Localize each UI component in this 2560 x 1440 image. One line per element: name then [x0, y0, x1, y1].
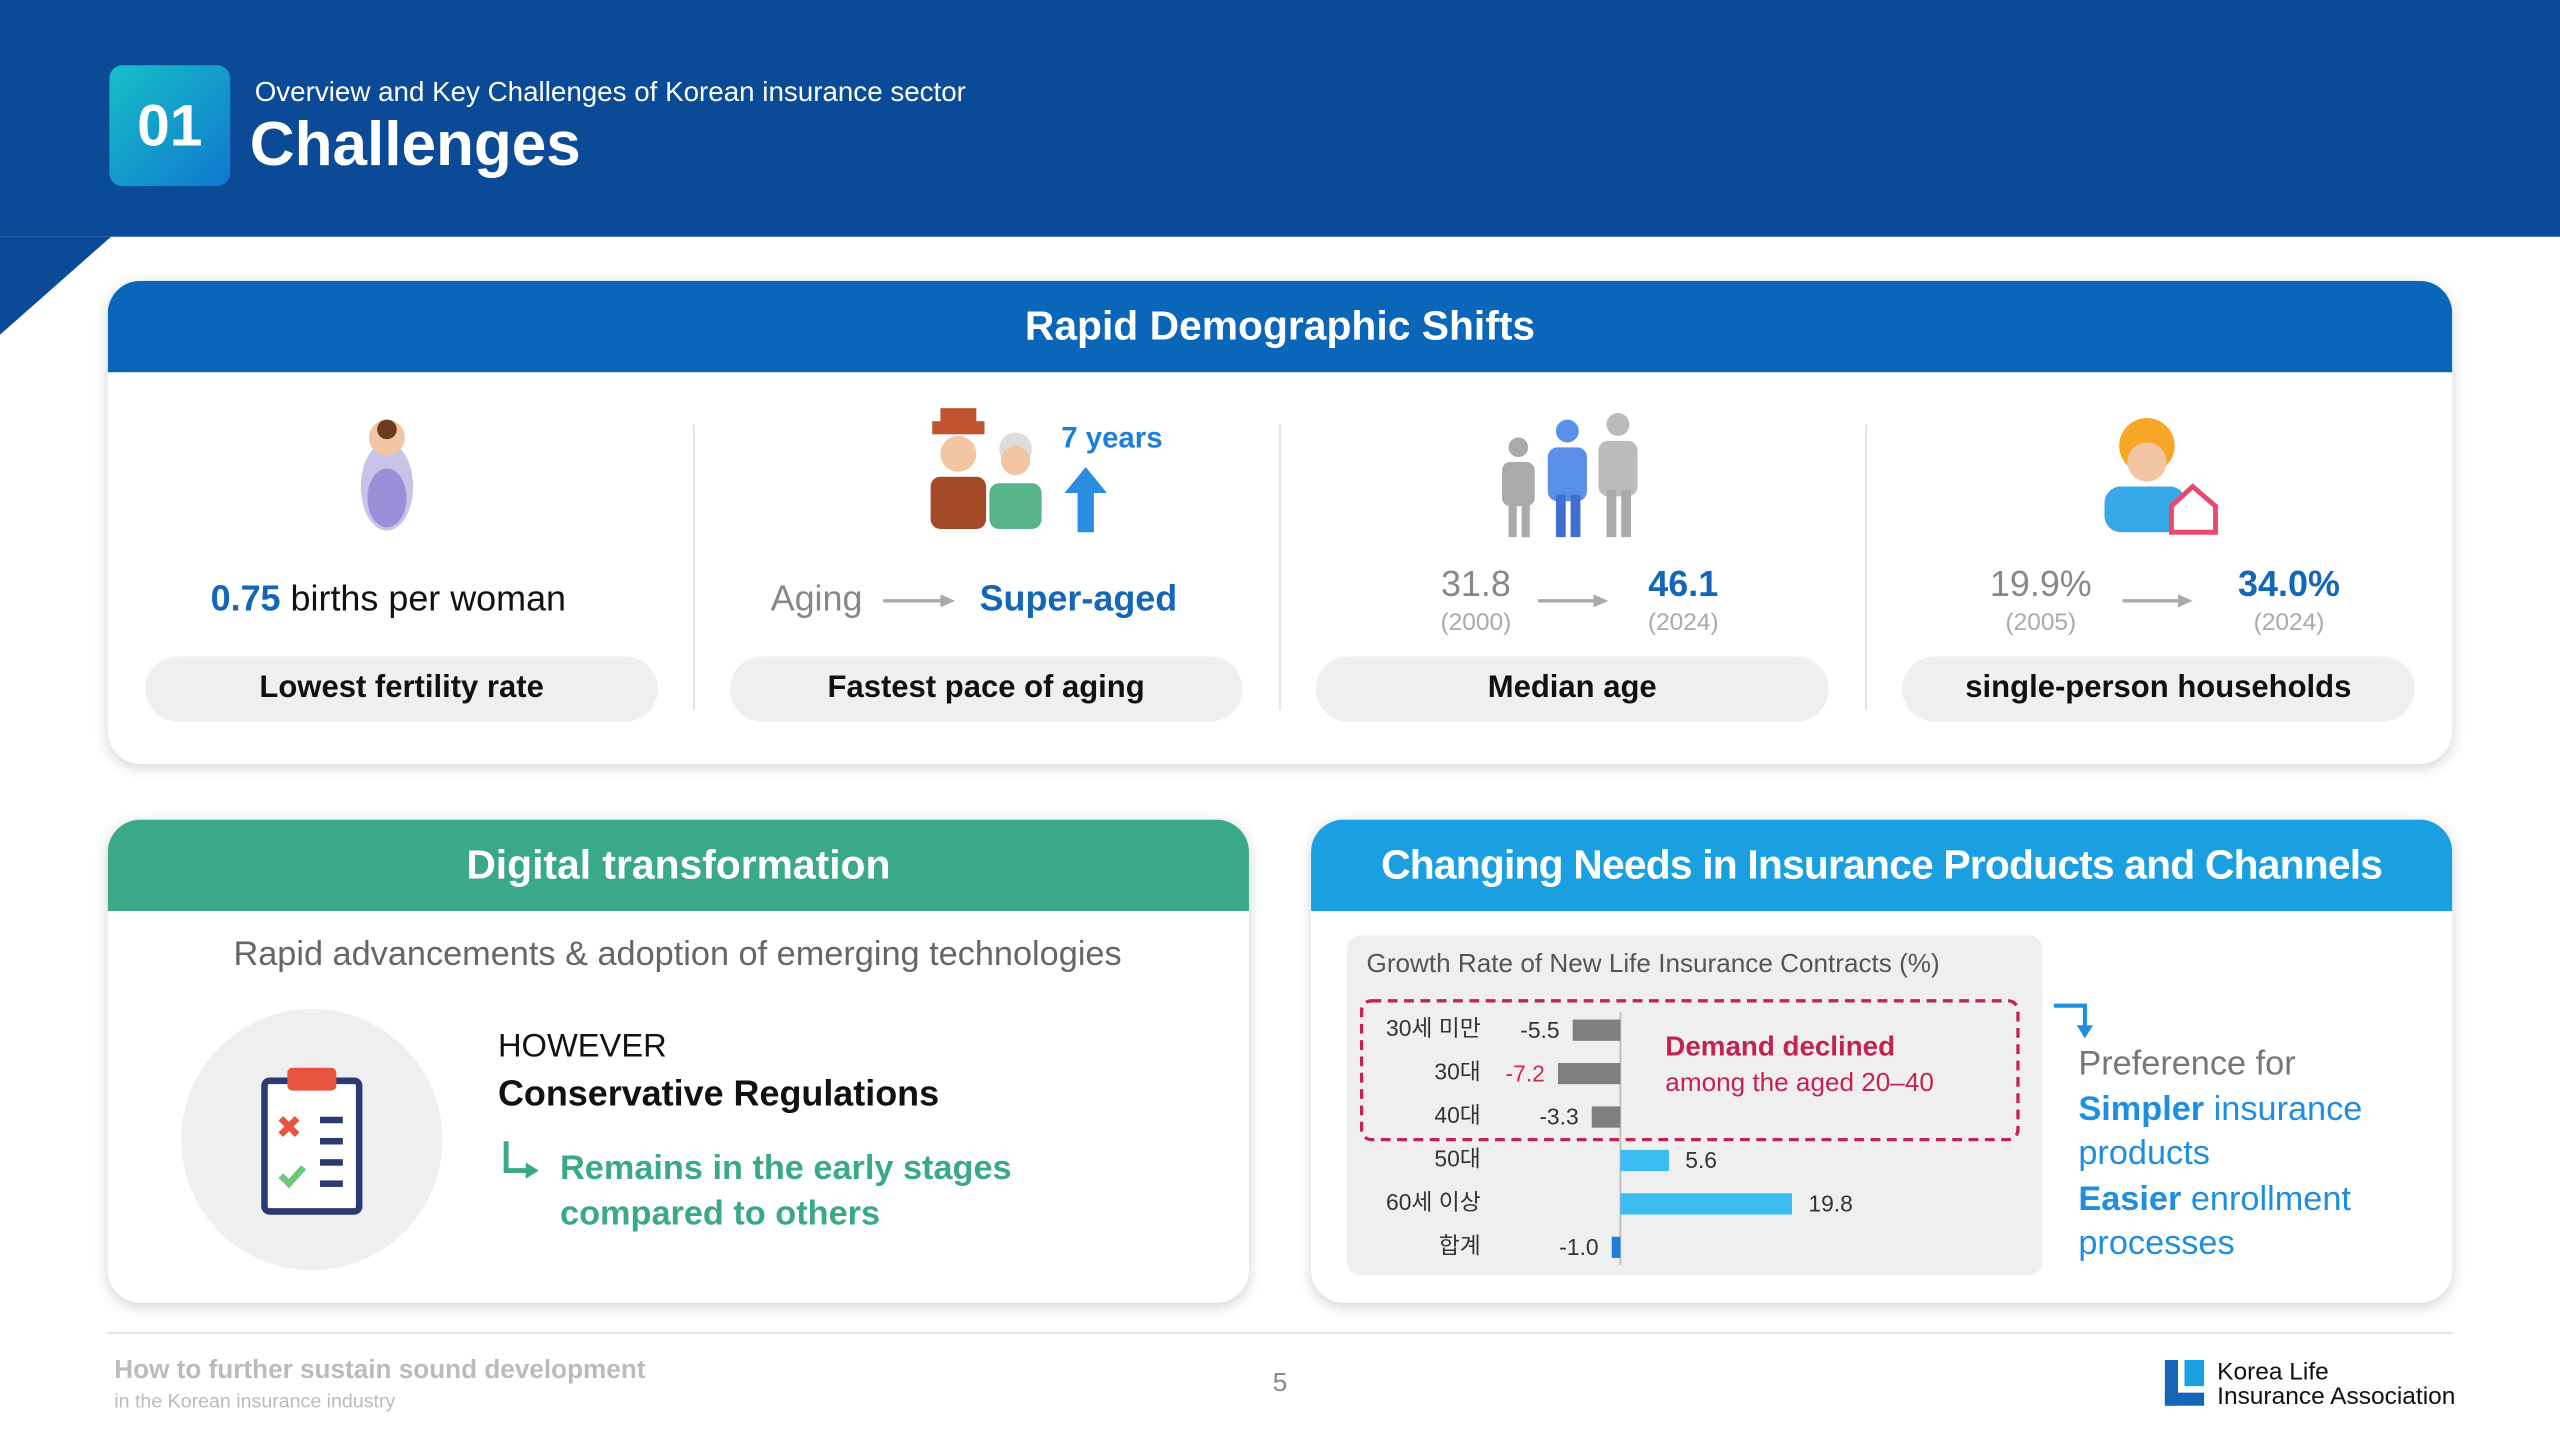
from-year: (2005): [2005, 608, 2077, 637]
footer-subtitle: in the Korean insurance industry: [114, 1389, 396, 1413]
chart-box: [1346, 935, 2043, 1276]
category-label: 30세 미만: [1386, 1015, 1481, 1041]
chart-title: Growth Rate of New Life Insurance Contra…: [1367, 948, 1940, 978]
arrows: [883, 594, 2193, 608]
from-text: 19.9%: [1989, 563, 2092, 605]
fertility-value: 0.75: [210, 577, 281, 619]
category-label: 합계: [1439, 1232, 1481, 1258]
to-year: (2024): [2253, 608, 2325, 637]
to-text: 46.1: [1648, 563, 1719, 605]
elderly-icon: [930, 408, 1107, 533]
category-label: 40대: [1434, 1102, 1480, 1128]
to-year: (2024): [1647, 608, 1719, 637]
baby-icon: [360, 419, 414, 531]
logo-mark: [2164, 1360, 2205, 1406]
value-label: 5.6: [1685, 1147, 1717, 1173]
pill: single-person households: [1902, 656, 2415, 722]
bar: [1611, 1236, 1621, 1258]
to-text: Super-aged: [979, 577, 1178, 619]
category-label: 30대: [1434, 1059, 1480, 1085]
fertility-text: 0.75 births per woman: [211, 578, 566, 620]
pill: Median age: [1315, 656, 1829, 722]
clipboard-icon: [181, 1008, 443, 1271]
dividers: [693, 424, 1867, 711]
heading: Conservative Regulations: [497, 1072, 940, 1114]
to-text: 34.0%: [2238, 563, 2340, 605]
highlight-box: [1359, 999, 2020, 1142]
value-label: -1.0: [1559, 1234, 1598, 1260]
bar: [1572, 1019, 1621, 1041]
value-label: 19.8: [1808, 1191, 1852, 1217]
logo-line: Insurance Association: [2217, 1382, 2456, 1411]
category-label: 60세 이상: [1386, 1189, 1481, 1215]
footer-title: How to further sustain sound development: [114, 1356, 646, 1385]
pill: Fastest pace of aging: [729, 656, 1243, 722]
note-line: compared to others: [560, 1195, 881, 1233]
bold-word: Simpler: [2078, 1089, 2205, 1128]
annotation: among the aged 20–40: [1665, 1067, 1934, 1097]
header-title: Challenges: [249, 111, 581, 180]
bar: [1620, 1193, 1793, 1215]
logo-text: Korea Life Insurance Association: [2217, 1360, 2455, 1409]
header-bg: [0, 0, 2560, 335]
people-icon: [1502, 413, 1638, 538]
turn-arrow: [2053, 1003, 2087, 1029]
however: HOWEVER: [497, 1028, 667, 1065]
preference: Preference for Simpler insurance product…: [2078, 1042, 2388, 1266]
turn-arrow: [503, 1141, 533, 1174]
note-line: Remains in the early stages: [560, 1149, 1012, 1187]
rest: insurance products: [2078, 1089, 2363, 1173]
pill: Lowest fertility rate: [145, 656, 658, 722]
section-number: 01: [137, 91, 203, 159]
from-year: (2000): [1440, 608, 1512, 637]
bar: [1620, 1149, 1669, 1172]
bold-word: Easier: [2078, 1179, 2182, 1218]
panel-title: Rapid Demographic Shifts: [107, 280, 2453, 373]
bar: [1591, 1106, 1621, 1128]
bar: [1557, 1063, 1621, 1085]
logo-line: Korea Life: [2217, 1358, 2329, 1387]
rest: enrollment processes: [2078, 1179, 2351, 1263]
category-label: 50대: [1434, 1146, 1480, 1172]
from-text: Aging: [770, 577, 863, 619]
page-number: 5: [1272, 1369, 1288, 1398]
footer-line: [107, 1332, 2453, 1334]
arrow-head: [525, 1162, 539, 1179]
panel-title: Changing Needs in Insurance Products and…: [1311, 819, 2453, 912]
value-label: -5.5: [1520, 1017, 1559, 1043]
value-label: -7.2: [1506, 1060, 1545, 1086]
panel-title: Digital transformation: [107, 819, 1249, 912]
fertility-unit: births per woman: [290, 577, 567, 619]
header-subtitle: Overview and Key Challenges of Korean in…: [254, 76, 966, 108]
annotation: Demand declined: [1665, 1030, 1895, 1061]
note: 7 years: [1061, 421, 1163, 454]
from-text: 31.8: [1440, 563, 1511, 605]
intro: Preference for: [2078, 1044, 2296, 1083]
household-icon: [2104, 417, 2218, 535]
value-label: -3.3: [1539, 1104, 1578, 1130]
arrow-head: [2076, 1025, 2094, 1039]
digital-subtitle: Rapid advancements & adoption of emergin…: [233, 935, 1122, 974]
